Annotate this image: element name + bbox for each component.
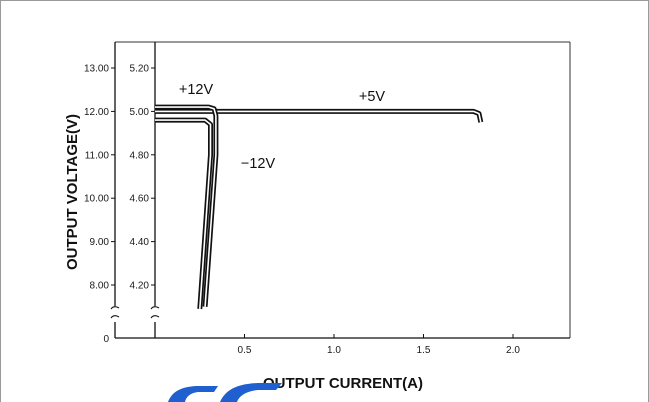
x-tick-label: 1.5 [417, 345, 431, 356]
y-tick-label-outer: 12.00 [84, 107, 109, 118]
brand-logo-fragment [168, 383, 282, 402]
x-tick-label: 2.0 [506, 345, 520, 356]
y-axis-title: OUTPUT VOLTAGE(V) [64, 114, 81, 270]
series-plus5v-label: +5V [359, 89, 386, 105]
y-tick-label-outer: 11.00 [85, 150, 110, 161]
y-tick-label-outer: 8.00 [90, 281, 110, 292]
series-plus12v-line-core [155, 106, 217, 307]
series-minus12v-line-core [155, 119, 212, 309]
y-tick-label-outer: 13.00 [84, 64, 109, 75]
y-axis-outer-break [110, 306, 120, 319]
series-minus12v-label: −12V [241, 156, 276, 172]
y-tick-label-inner: 5.00 [130, 107, 150, 118]
y-tick-label-inner: 5.20 [130, 64, 150, 75]
series-plus12v-label: +12V [179, 82, 214, 98]
series-layer [155, 104, 484, 310]
y-tick-label-inner: 4.60 [130, 194, 150, 205]
x-axis-title: OUTPUT CURRENT(A) [263, 375, 423, 392]
x-tick-label: 1.0 [327, 345, 341, 356]
x-tick-label: 0.5 [238, 345, 252, 356]
y-tick-label-outer: 10.00 [84, 194, 109, 205]
y-tick-label-inner: 4.20 [130, 281, 150, 292]
y-axis-inner-break [150, 306, 160, 319]
series-plus5v-line-core [155, 110, 482, 123]
origin-label: 0 [103, 334, 109, 345]
y-tick-label-inner: 4.40 [130, 237, 150, 248]
y-tick-label-inner: 4.80 [130, 150, 150, 161]
axes [110, 41, 571, 339]
labels-layer: 13.00 12.00 11.00 10.00 9.00 8.00 5.20 5.00 4.80… [64, 64, 520, 393]
y-tick-label-outer: 9.00 [90, 237, 110, 248]
